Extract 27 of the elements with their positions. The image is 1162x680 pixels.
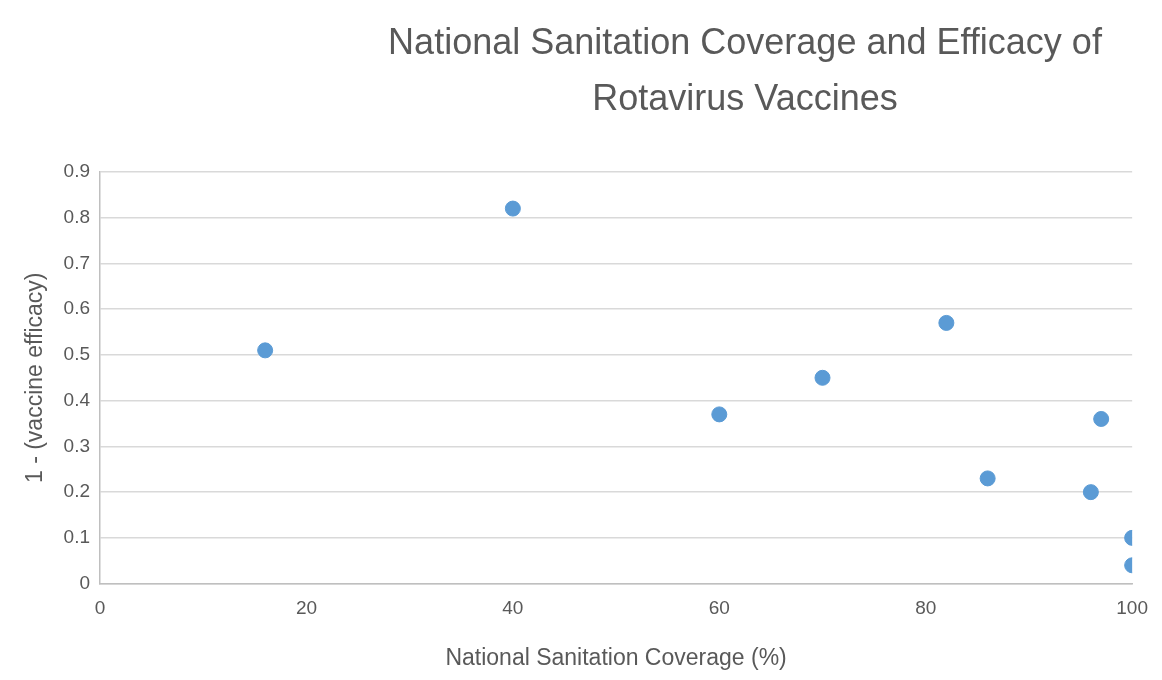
x-tick-label: 60 bbox=[708, 597, 730, 619]
point bbox=[814, 369, 831, 386]
x-tick-label: 80 bbox=[915, 597, 937, 619]
y-tick-label: 0 bbox=[79, 571, 91, 593]
x-tick-label: 20 bbox=[295, 597, 318, 619]
y-tick-label: 0.6 bbox=[63, 297, 91, 319]
point bbox=[938, 314, 955, 331]
point bbox=[257, 342, 274, 359]
point bbox=[711, 406, 728, 423]
x-tick-label: 100 bbox=[1116, 597, 1148, 619]
point bbox=[1082, 484, 1099, 501]
y-tick-label: 0.3 bbox=[63, 434, 91, 456]
y-axis-title: 1 - (vaccine efficacy) bbox=[21, 272, 48, 484]
point bbox=[1093, 410, 1110, 427]
y-tick-label: 0.4 bbox=[63, 388, 91, 410]
y-tick-label: 0.9 bbox=[63, 160, 91, 182]
chart-title: National Sanitation Coverage and Efficacy of Rotavirus Vaccines bbox=[387, 20, 1103, 120]
y-tick-label: 0.1 bbox=[63, 526, 91, 548]
x-tick-label: 0 bbox=[94, 597, 106, 619]
y-tick-label: 0.7 bbox=[63, 251, 91, 273]
point bbox=[504, 200, 521, 217]
x-axis-title: National Sanitation Coverage (%) bbox=[445, 643, 787, 670]
y-tick-label: 0.5 bbox=[63, 343, 91, 365]
y-tick-label: 0.2 bbox=[63, 480, 91, 502]
y-tick-label: 0.8 bbox=[63, 205, 91, 227]
point bbox=[979, 470, 996, 487]
x-tick-label: 40 bbox=[502, 597, 524, 619]
